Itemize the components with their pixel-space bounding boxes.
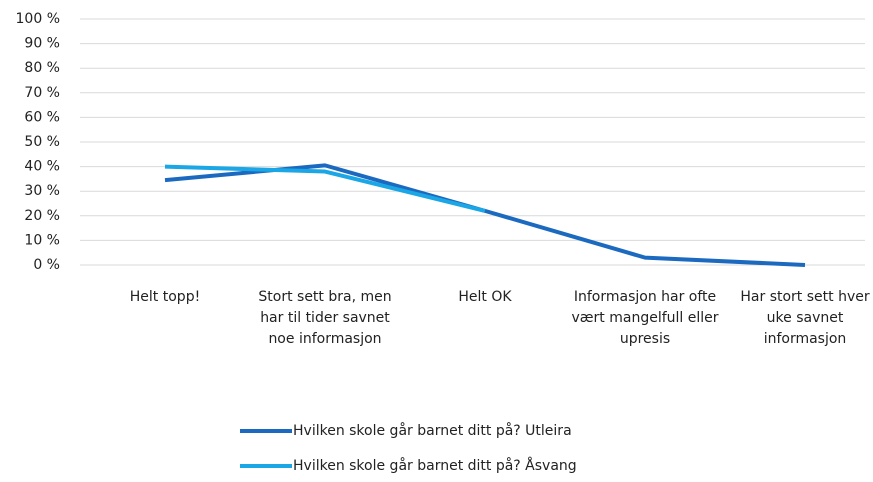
y-tick-label: 80 %	[24, 60, 60, 76]
y-tick-label: 90 %	[24, 36, 60, 52]
y-tick-label: 0 %	[33, 257, 60, 273]
x-tick-label: Har stort sett hver uke savnet informasj…	[740, 289, 870, 347]
legend-label: Hvilken skole går barnet ditt på? Utleir…	[293, 422, 572, 439]
y-tick-label: 10 %	[24, 232, 60, 248]
y-tick-label: 30 %	[24, 183, 60, 199]
x-tick-label: Informasjon har ofte vært mangelfull ell…	[571, 289, 719, 347]
legend-label: Hvilken skole går barnet ditt på? Åsvang	[293, 457, 577, 474]
x-tick-label: Helt OK	[458, 289, 512, 305]
x-tick-label: Helt topp!	[129, 289, 201, 305]
y-tick-label: 60 %	[24, 109, 60, 125]
series-line	[164, 163, 806, 267]
y-tick-label: 100 %	[16, 11, 60, 27]
y-tick-label: 50 %	[24, 134, 60, 150]
y-tick-label: 20 %	[24, 208, 60, 224]
y-tick-label: 70 %	[24, 85, 60, 101]
y-tick-label: 40 %	[24, 159, 60, 175]
series-line	[164, 164, 486, 213]
x-tick-label: Stort sett bra, men har til tider savnet…	[258, 289, 392, 347]
